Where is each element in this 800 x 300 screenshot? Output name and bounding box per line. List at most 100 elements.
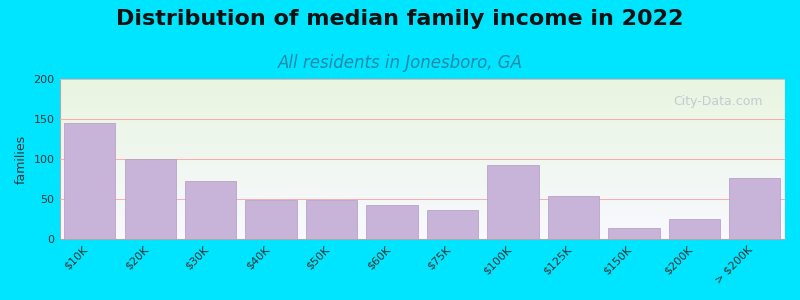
Bar (366, 206, 418, 239)
Bar (59, 231, 785, 232)
Bar (59, 218, 785, 220)
Bar (59, 159, 785, 160)
Bar (59, 112, 785, 114)
Bar (487, 165, 538, 239)
Bar (59, 92, 785, 93)
Bar (608, 228, 659, 239)
Bar (59, 213, 785, 215)
Bar (59, 177, 785, 178)
Bar (59, 160, 785, 162)
Bar (59, 108, 785, 109)
Bar (59, 232, 785, 234)
Bar (59, 215, 785, 217)
Bar (59, 141, 785, 143)
Bar (59, 87, 785, 88)
Bar (59, 127, 785, 129)
Text: City-Data.com: City-Data.com (674, 95, 763, 108)
Bar (59, 103, 785, 105)
Bar (59, 158, 785, 159)
Bar (59, 143, 785, 145)
Bar (59, 93, 785, 95)
Bar (59, 100, 785, 101)
Bar (59, 125, 785, 127)
Bar (59, 119, 785, 121)
Bar (59, 225, 785, 226)
Bar (59, 189, 785, 191)
Bar (59, 210, 785, 212)
Bar (64, 123, 115, 239)
Bar (59, 172, 785, 173)
Bar (59, 191, 785, 193)
Bar (59, 110, 785, 111)
Bar (59, 122, 785, 124)
Bar (59, 165, 785, 167)
Bar (59, 84, 785, 85)
Bar (59, 129, 785, 130)
Bar (59, 149, 785, 151)
Bar (59, 97, 785, 98)
Bar (59, 193, 785, 194)
Bar (59, 162, 785, 164)
Bar (59, 148, 785, 149)
Bar (59, 116, 785, 117)
Bar (59, 220, 785, 221)
Bar (59, 204, 785, 206)
Bar (59, 124, 785, 125)
Bar (59, 201, 785, 202)
Bar (59, 145, 785, 146)
Bar (59, 196, 785, 197)
Bar (59, 169, 785, 170)
Bar (59, 140, 785, 141)
Bar (59, 178, 785, 180)
Bar (59, 85, 785, 87)
Bar (59, 228, 785, 230)
Bar (59, 221, 785, 223)
Bar (59, 135, 785, 136)
Bar (59, 194, 785, 196)
Bar (59, 114, 785, 116)
Bar (59, 173, 785, 175)
Bar (185, 181, 236, 239)
Text: All residents in Jonesboro, GA: All residents in Jonesboro, GA (278, 54, 522, 72)
Bar (59, 223, 785, 225)
Bar (59, 130, 785, 132)
Bar (548, 196, 599, 239)
Bar (59, 183, 785, 184)
Bar (59, 111, 785, 112)
Bar (59, 180, 785, 182)
Bar (59, 132, 785, 134)
Bar (59, 217, 785, 218)
Bar (59, 186, 785, 188)
Bar (59, 202, 785, 204)
Bar (59, 146, 785, 148)
Bar (59, 188, 785, 189)
Bar (59, 79, 785, 81)
Bar (59, 95, 785, 97)
Bar (59, 230, 785, 231)
Bar (59, 164, 785, 165)
Bar (246, 200, 297, 239)
Bar (427, 210, 478, 239)
Bar (59, 167, 785, 169)
Bar (59, 121, 785, 122)
Bar (59, 153, 785, 154)
Bar (306, 200, 358, 239)
Bar (59, 90, 785, 92)
Bar (59, 82, 785, 84)
Bar (59, 170, 785, 172)
Bar (59, 88, 785, 90)
Bar (59, 175, 785, 177)
Bar (59, 226, 785, 228)
Bar (59, 154, 785, 156)
Bar (59, 237, 785, 239)
Bar (59, 212, 785, 213)
Bar (59, 136, 785, 138)
Bar (59, 106, 785, 108)
Bar (59, 81, 785, 82)
Bar (59, 208, 785, 210)
Bar (59, 117, 785, 119)
Bar (59, 236, 785, 237)
Bar (59, 182, 785, 183)
Bar (729, 178, 781, 239)
Bar (59, 101, 785, 103)
